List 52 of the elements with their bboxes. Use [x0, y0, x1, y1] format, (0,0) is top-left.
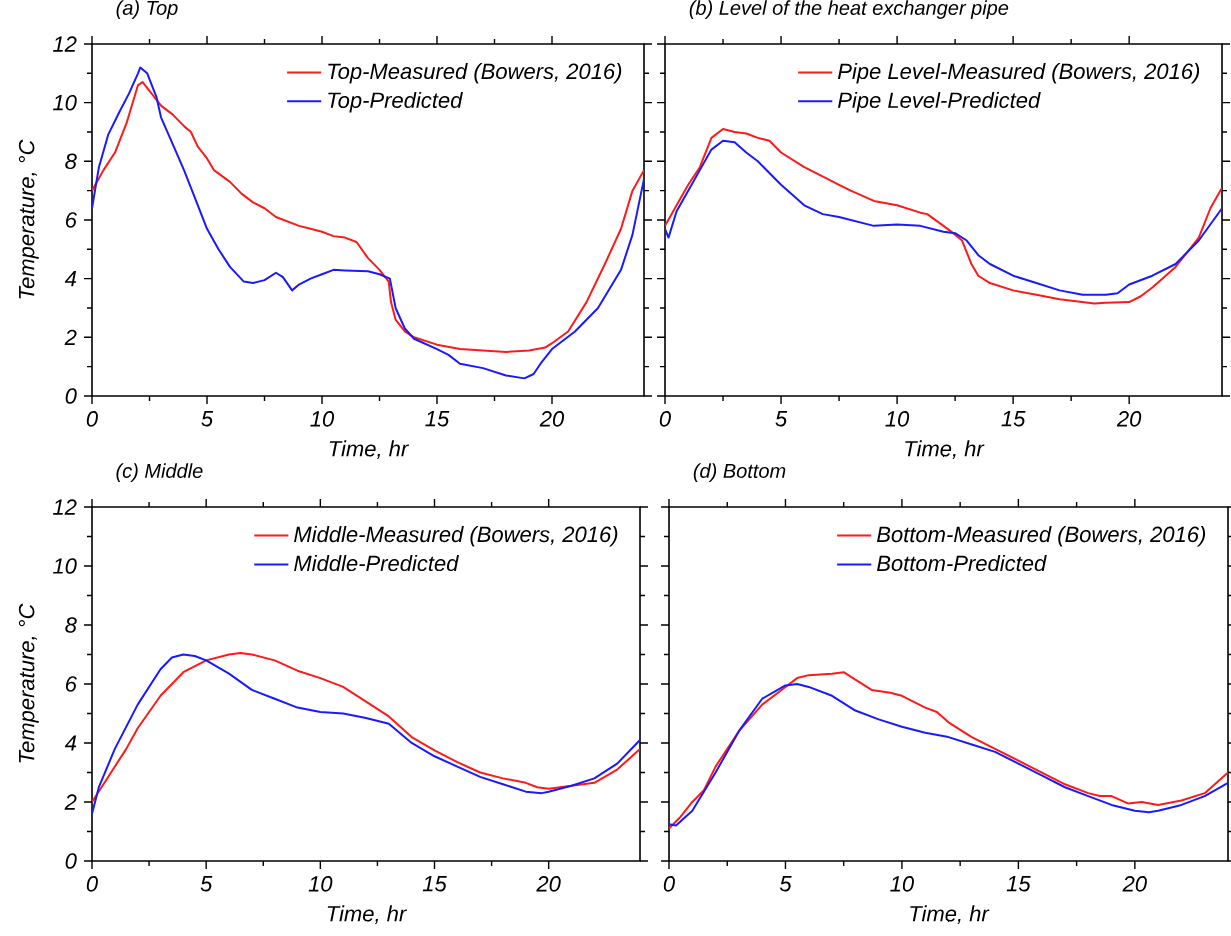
x-axis-title: Time, hr: [910, 905, 990, 925]
x-tick-label: 5: [201, 411, 214, 427]
x-tick-label: 15: [425, 411, 450, 427]
legend-label: Top-Measured (Bowers, 2016): [328, 62, 622, 84]
y-axis-title: Temperature, °C: [18, 139, 39, 299]
y-tick-label: 6: [65, 676, 77, 692]
x-tick-label: 20: [536, 876, 561, 892]
legend-label: Middle-Predicted: [294, 554, 459, 572]
x-tick-label: 5: [200, 876, 213, 892]
y-axis-title: Temperature, °C: [18, 603, 39, 763]
x-tick-label: 15: [1001, 411, 1026, 427]
y-tick-label: 4: [64, 735, 77, 751]
chart-title: (b) Level of the heat exchanger pipe: [689, 0, 1009, 19]
x-tick-label: 15: [422, 876, 447, 892]
x-tick-label: 20: [1122, 876, 1147, 892]
y-tick-label: 8: [65, 153, 77, 170]
x-tick-label: 10: [890, 876, 914, 892]
legend-label: Pipe Level-Measured (Bowers, 2016): [837, 62, 1200, 84]
x-tick-label: 5: [779, 876, 792, 892]
x-tick-label: 15: [1006, 876, 1031, 892]
x-axis-title: Time, hr: [327, 905, 407, 925]
x-axis-title: Time, hr: [905, 440, 985, 460]
y-tick-label: 2: [64, 794, 77, 810]
chart-title: (d) Bottom: [693, 463, 786, 482]
y-tick-label: 2: [64, 329, 77, 345]
x-tick-label: 20: [539, 411, 565, 427]
legend-label: Bottom-Predicted: [876, 554, 1047, 572]
x-tick-label: 5: [775, 411, 788, 427]
x-tick-label: 10: [885, 411, 910, 427]
y-tick-label: 12: [53, 499, 77, 515]
x-axis-title: Time, hr: [329, 440, 409, 460]
legend-label: Top-Predicted: [328, 91, 463, 113]
y-tick-label: 12: [53, 36, 77, 52]
y-tick-label: 4: [64, 271, 77, 287]
legend-label: Pipe Level-Predicted: [837, 91, 1041, 113]
chart-title: (a) Top: [116, 0, 178, 19]
y-tick-label: 10: [53, 558, 77, 574]
x-tick-label: 0: [659, 411, 671, 427]
x-tick-label: 10: [310, 411, 335, 427]
x-tick-label: 0: [663, 876, 675, 892]
x-tick-label: 20: [1116, 411, 1142, 427]
y-tick-label: 10: [53, 94, 77, 111]
chart-title: (c) Middle: [116, 463, 203, 482]
x-tick-label: 0: [86, 876, 98, 892]
y-tick-label: 6: [65, 212, 77, 228]
legend-label: Middle-Measured (Bowers, 2016): [294, 526, 618, 547]
y-tick-label: 0: [65, 388, 77, 404]
legend-label: Bottom-Measured (Bowers, 2016): [876, 526, 1206, 547]
y-tick-label: 8: [65, 617, 77, 633]
x-tick-label: 0: [86, 411, 98, 427]
x-tick-label: 10: [308, 876, 333, 892]
y-tick-label: 0: [65, 853, 77, 869]
